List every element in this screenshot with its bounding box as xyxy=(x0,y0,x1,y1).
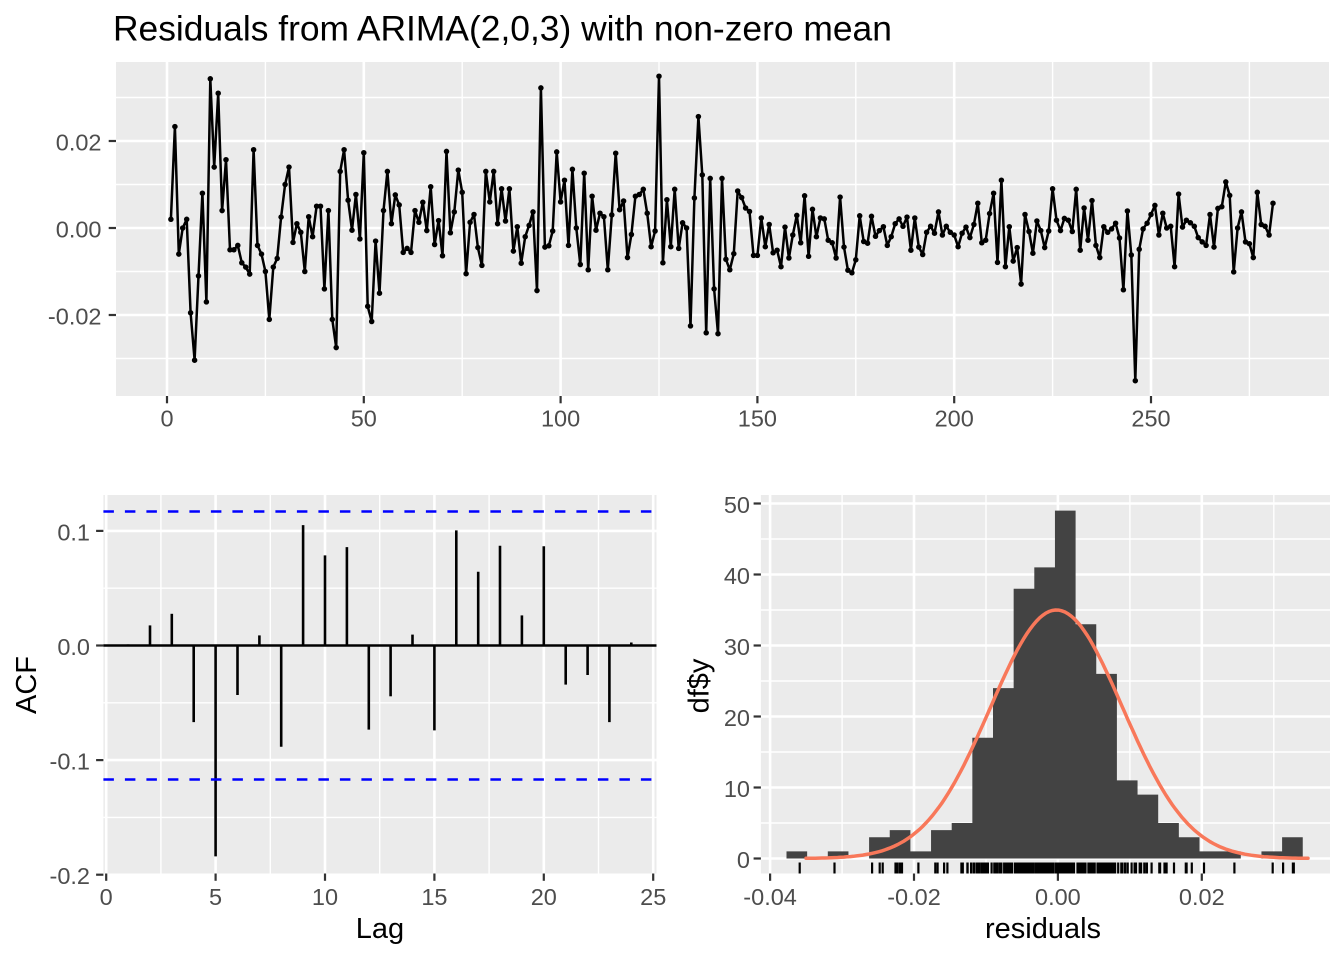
svg-text:150: 150 xyxy=(738,406,777,432)
svg-text:15: 15 xyxy=(421,884,447,910)
svg-text:-0.02: -0.02 xyxy=(887,884,941,910)
svg-text:50: 50 xyxy=(724,492,750,518)
svg-text:250: 250 xyxy=(1131,406,1170,432)
svg-text:df$y: df$y xyxy=(683,658,715,713)
svg-text:100: 100 xyxy=(541,406,580,432)
svg-text:0.02: 0.02 xyxy=(56,130,102,156)
svg-text:0.02: 0.02 xyxy=(1179,884,1225,910)
svg-text:-0.1: -0.1 xyxy=(50,749,91,775)
svg-text:200: 200 xyxy=(935,406,974,432)
svg-text:-0.04: -0.04 xyxy=(743,884,797,910)
svg-text:0: 0 xyxy=(160,406,173,432)
svg-text:50: 50 xyxy=(351,406,377,432)
svg-text:25: 25 xyxy=(640,884,666,910)
svg-text:0.1: 0.1 xyxy=(57,519,90,545)
svg-text:Residuals from ARIMA(2,0,3) wi: Residuals from ARIMA(2,0,3) with non-zer… xyxy=(113,9,892,49)
svg-text:ACF: ACF xyxy=(11,656,43,714)
svg-text:40: 40 xyxy=(724,563,750,589)
svg-text:Lag: Lag xyxy=(356,913,404,945)
svg-text:0.00: 0.00 xyxy=(1035,884,1081,910)
svg-text:0: 0 xyxy=(737,847,750,873)
svg-text:0.0: 0.0 xyxy=(57,634,90,660)
svg-text:0: 0 xyxy=(100,884,113,910)
svg-text:20: 20 xyxy=(531,884,557,910)
svg-text:residuals: residuals xyxy=(985,913,1101,945)
svg-text:20: 20 xyxy=(724,705,750,731)
svg-text:0.00: 0.00 xyxy=(56,217,102,243)
svg-text:-0.2: -0.2 xyxy=(50,863,91,889)
svg-text:10: 10 xyxy=(312,884,338,910)
svg-text:-0.02: -0.02 xyxy=(48,304,102,330)
svg-text:10: 10 xyxy=(724,776,750,802)
svg-text:5: 5 xyxy=(209,884,222,910)
svg-text:30: 30 xyxy=(724,634,750,660)
